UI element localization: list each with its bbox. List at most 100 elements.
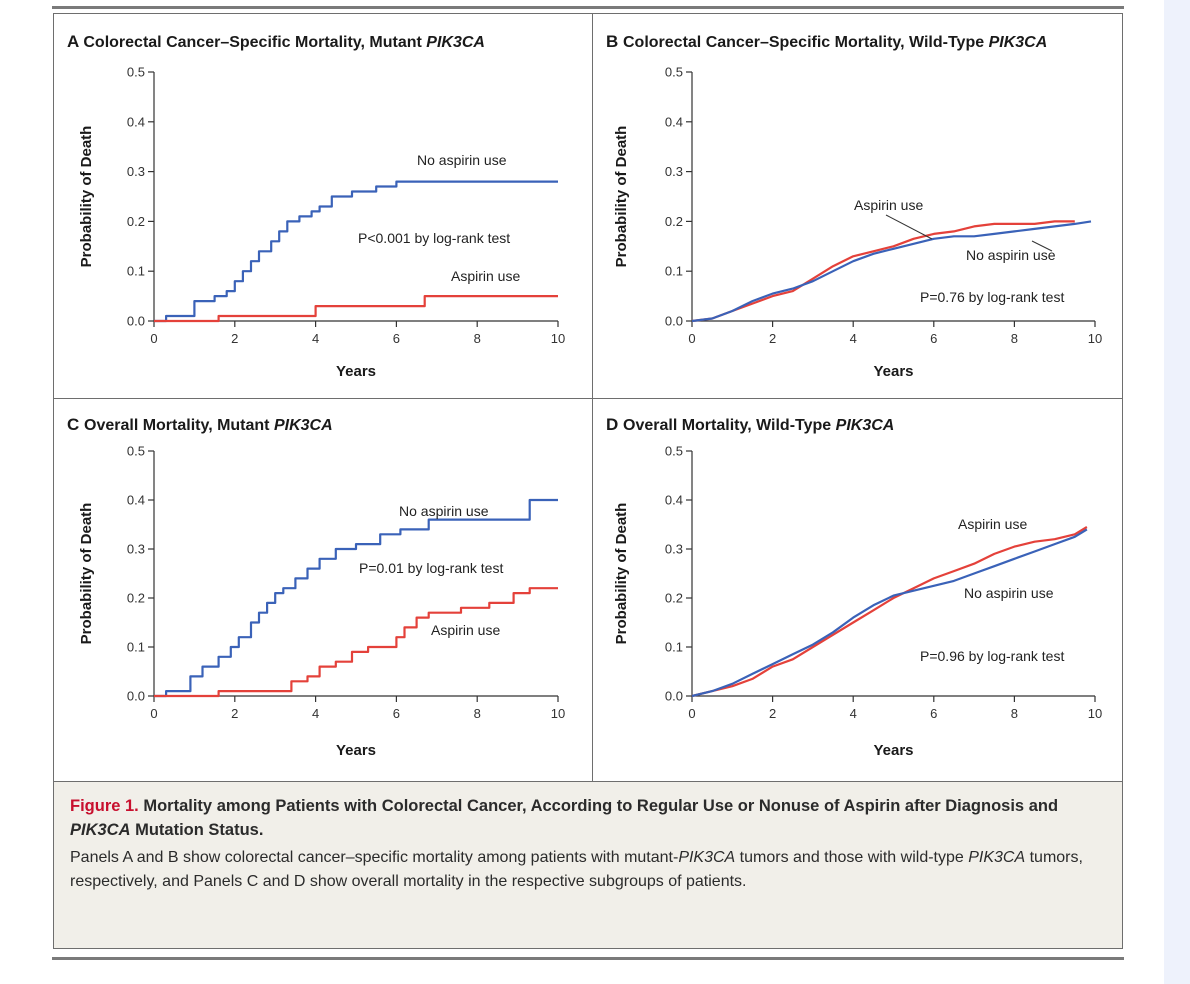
panel-title: C Overall Mortality, Mutant PIK3CA [67,415,333,434]
panel-title-text: Colorectal Cancer–Specific Mortality, Mu… [83,34,426,51]
x-tick-label: 0 [150,706,157,721]
x-tick-label: 4 [312,331,319,346]
x-tick-label: 2 [769,331,776,346]
y-tick-label: 0.3 [127,542,145,557]
caption-label: Figure 1. [70,797,139,815]
top-rule [52,6,1124,9]
y-tick-label: 0.0 [665,314,683,329]
panel-title-gene: PIK3CA [989,34,1048,51]
series-line-no-aspirin-use [691,528,1088,698]
x-tick-label: 4 [850,706,857,721]
panel-c-chart: C Overall Mortality, Mutant PIK3CA 0.0 0.1… [67,415,565,759]
series-line-aspirin-use [691,526,1088,698]
y-axis-label: Probability of Death [78,126,95,268]
x-tick-label: 10 [1088,331,1102,346]
y-tick-label: 0.4 [665,493,683,508]
y-tick-label: 0.3 [665,542,683,557]
series-line-no-aspirin-use [154,180,558,323]
series-line-no-aspirin-use [691,220,1092,323]
panel-title: D Overall Mortality, Wild-Type PIK3CA [606,415,894,434]
y-tick-label: 0.4 [127,114,145,129]
series-line-aspirin-use [154,295,558,323]
caption-body: Panels A and B show colorectal cancer–sp… [70,849,1083,890]
series-label-no-aspirin-use: No aspirin use [966,247,1056,263]
figure-caption: Figure 1. Mortality among Patients with … [54,782,1122,948]
y-tick-label: 0.5 [665,65,683,80]
y-axis-label: Probability of Death [613,126,630,268]
series-line-aspirin-use [154,587,558,698]
x-tick-label: 8 [1011,331,1018,346]
y-tick-label: 0.2 [665,591,683,606]
x-tick-label: 10 [1088,706,1102,721]
panel-title-text: Colorectal Cancer–Specific Mortality, Wi… [623,34,989,51]
y-tick-label: 0.2 [665,214,683,229]
panel-title-text: Overall Mortality, Mutant [84,417,274,434]
y-tick-label: 0.5 [127,65,145,80]
x-tick-label: 4 [312,706,319,721]
panel-title-gene: PIK3CA [274,417,333,434]
panel-divider-vertical [592,13,593,781]
panel-title: A Colorectal Cancer–Specific Mortality, … [67,32,485,51]
x-tick-label: 2 [769,706,776,721]
series-label-no-aspirin-use: No aspirin use [399,503,489,519]
x-tick-label: 10 [551,331,565,346]
y-tick-label: 0.2 [127,591,145,606]
panel-title-text: Overall Mortality, Wild-Type [623,417,836,434]
p-value-annotation: P<0.001 by log-rank test [358,230,510,246]
panel-divider-bottom [53,781,1123,782]
caption-title: Figure 1. Mortality among Patients with … [70,797,1059,839]
x-tick-label: 8 [474,706,481,721]
x-tick-label: 6 [930,331,937,346]
x-tick-label: 2 [231,331,238,346]
label-leader-line [1031,240,1053,252]
x-tick-label: 0 [150,331,157,346]
y-axis-label: Probability of Death [613,503,630,645]
panel-letter: A [67,32,83,51]
series-label-aspirin-use: Aspirin use [431,622,500,638]
series-label-no-aspirin-use: No aspirin use [964,585,1054,601]
x-axis-label: Years [873,742,913,759]
y-tick-label: 0.1 [127,640,145,655]
x-tick-label: 8 [1011,706,1018,721]
y-tick-label: 0.0 [127,314,145,329]
panel-letter: B [606,32,623,51]
p-value-annotation: P=0.01 by log-rank test [359,560,503,576]
x-tick-label: 6 [393,331,400,346]
y-tick-label: 0.3 [127,164,145,179]
y-tick-label: 0.1 [127,264,145,279]
series-line-no-aspirin-use [154,498,558,698]
p-value-annotation: P=0.76 by log-rank test [920,289,1064,305]
x-tick-label: 8 [474,331,481,346]
panel-d-chart: D Overall Mortality, Wild-Type PIK3CA 0.0… [606,415,1102,759]
panel-title-gene: PIK3CA [836,417,895,434]
x-tick-label: 0 [688,331,695,346]
y-tick-label: 0.5 [665,444,683,459]
x-tick-label: 10 [551,706,565,721]
x-axis-label: Years [336,742,376,759]
panel-title-gene: PIK3CA [426,34,485,51]
x-axis-label: Years [336,363,376,380]
x-tick-label: 2 [231,706,238,721]
panel-letter: D [606,415,623,434]
panel-a-chart: A Colorectal Cancer–Specific Mortality, … [67,32,565,380]
series-label-aspirin-use: Aspirin use [451,268,520,284]
bottom-rule [52,957,1124,960]
y-tick-label: 0.0 [665,689,683,704]
side-strip [1164,0,1190,984]
panel-divider-middle [53,398,1123,399]
y-tick-label: 0.1 [665,264,683,279]
y-axis-label: Probability of Death [78,503,95,645]
x-tick-label: 0 [688,706,695,721]
series-label-no-aspirin-use: No aspirin use [417,152,507,168]
p-value-annotation: P=0.96 by log-rank test [920,648,1064,664]
x-axis-label: Years [873,363,913,380]
panel-title: B Colorectal Cancer–Specific Mortality, … [606,32,1047,51]
x-tick-label: 6 [930,706,937,721]
y-tick-label: 0.0 [127,689,145,704]
panel-letter: C [67,415,84,434]
y-tick-label: 0.3 [665,164,683,179]
y-tick-label: 0.4 [665,114,683,129]
x-tick-label: 4 [850,331,857,346]
series-label-aspirin-use: Aspirin use [958,516,1027,532]
x-tick-label: 6 [393,706,400,721]
